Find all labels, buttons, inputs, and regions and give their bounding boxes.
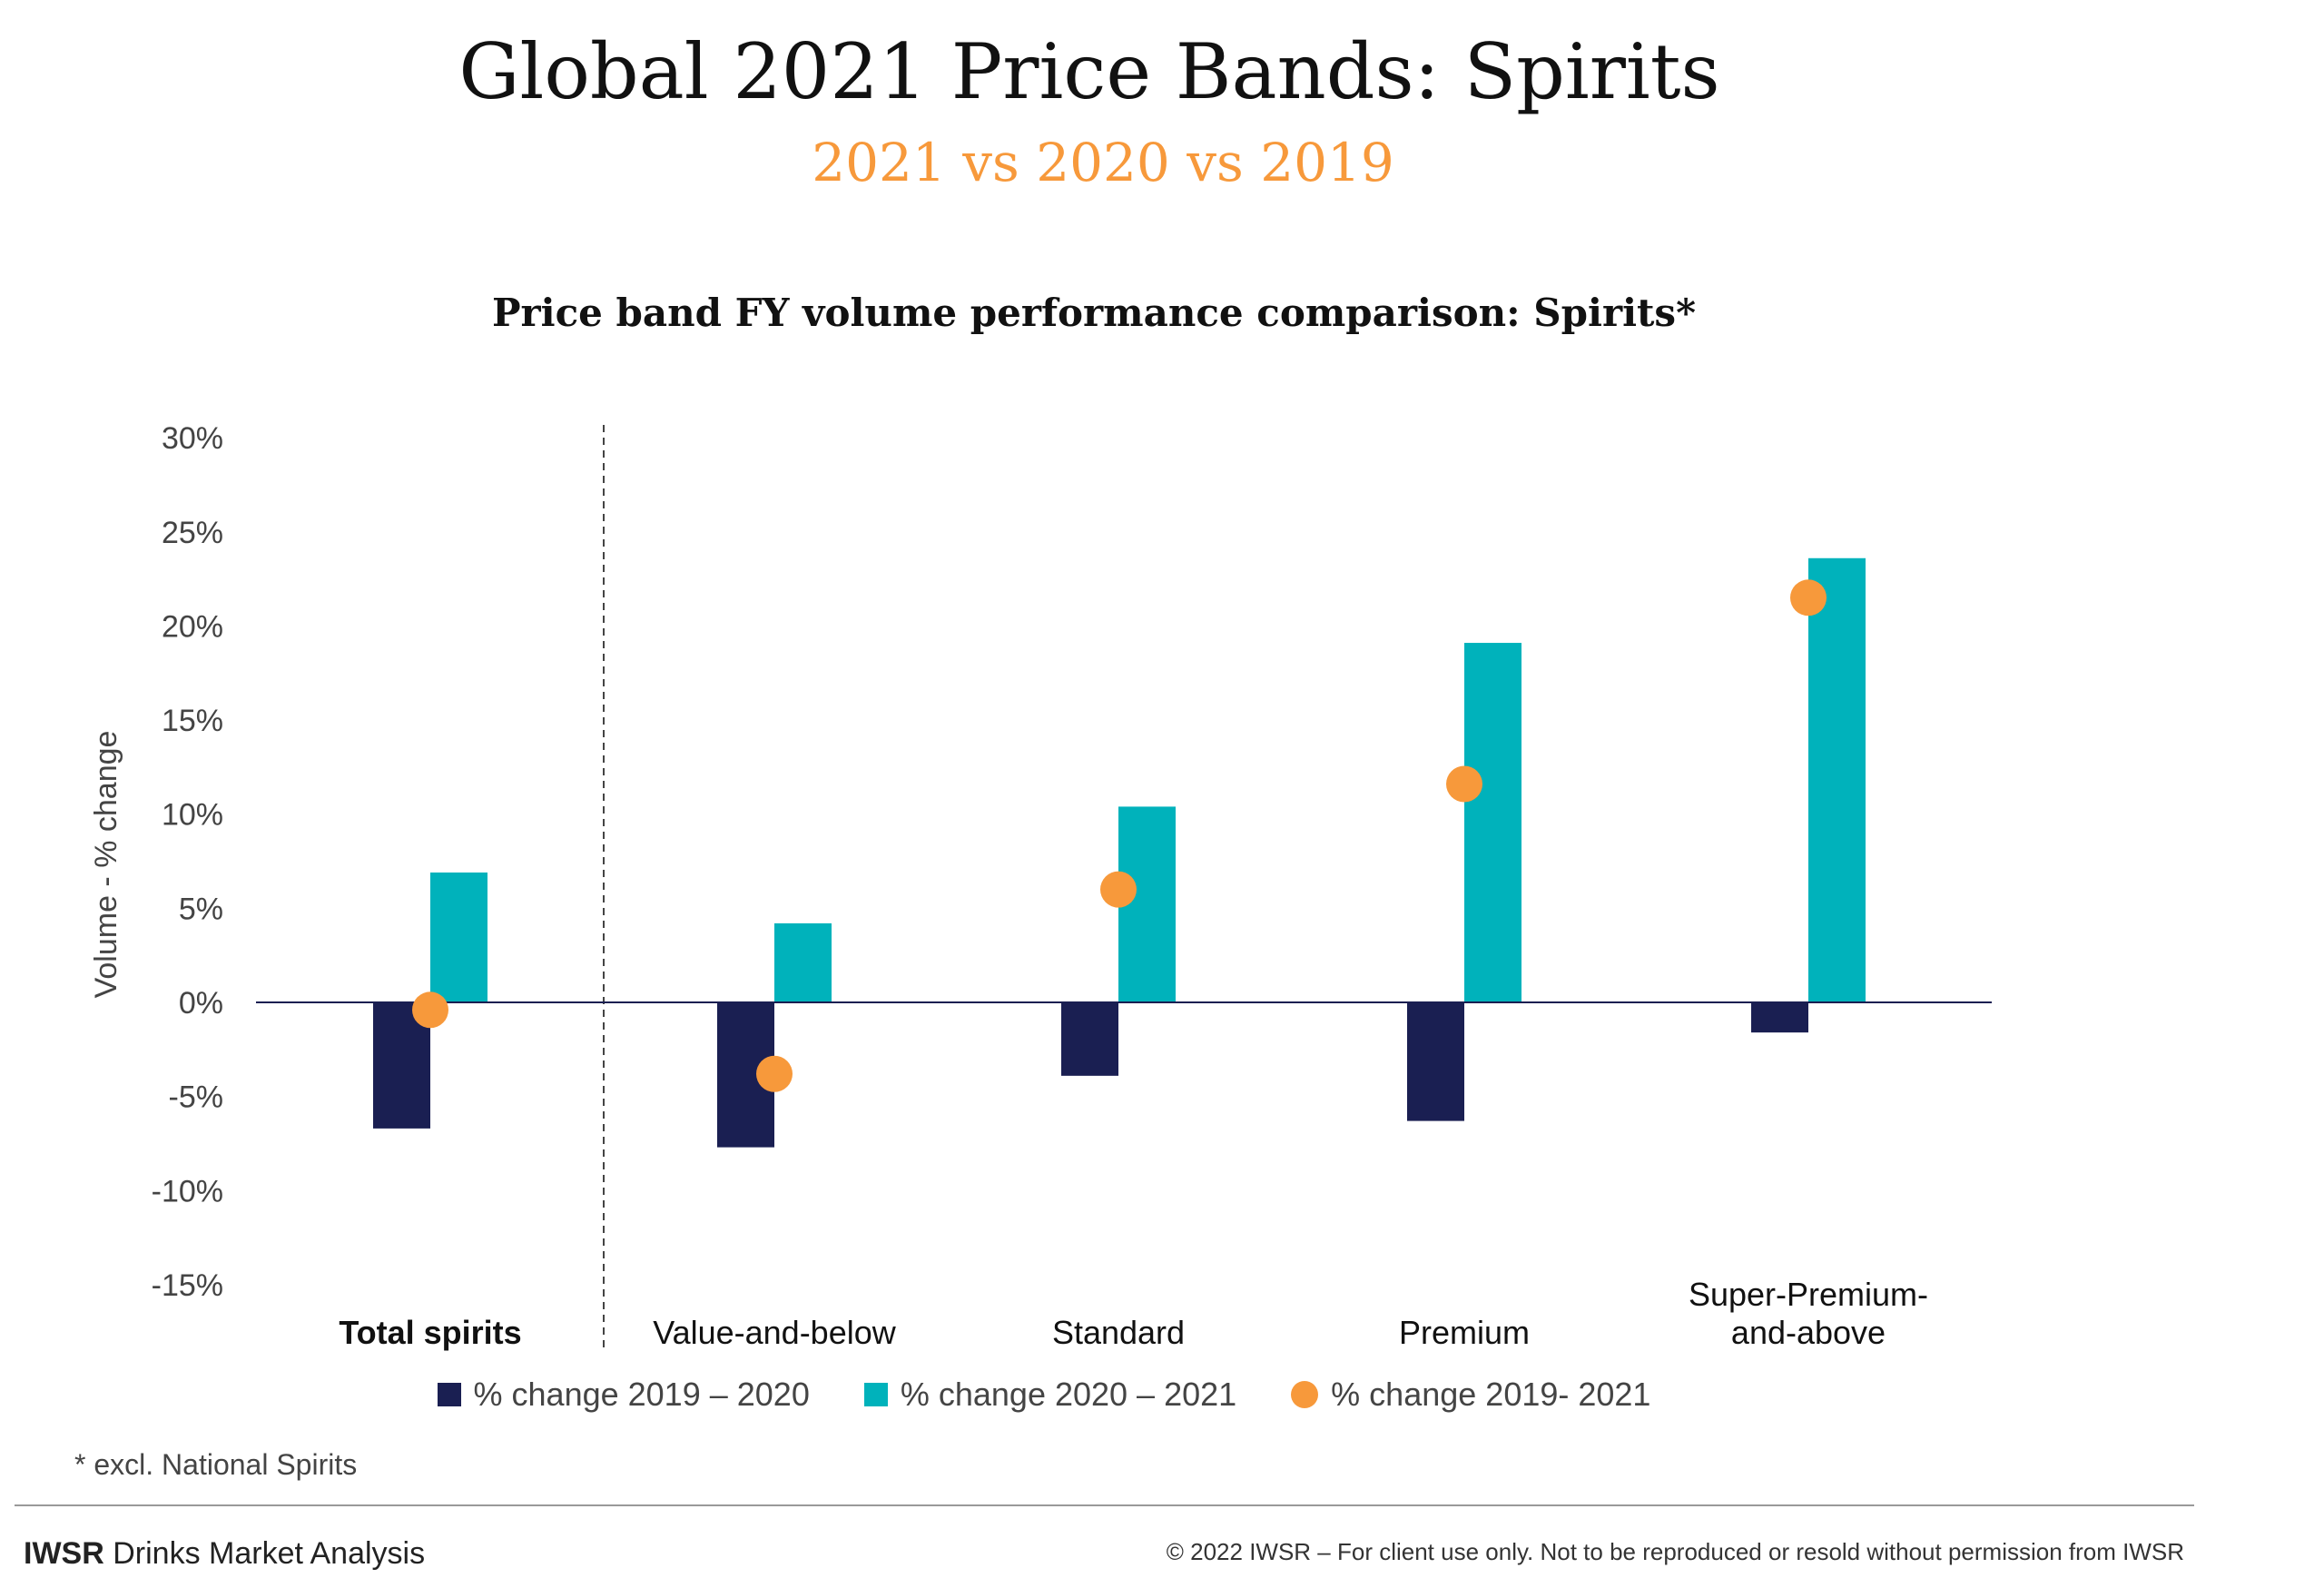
brand-text: Drinks Market Analysis (103, 1536, 426, 1571)
chart-title: Price band FY volume performance compari… (491, 291, 1697, 335)
y-tick-label: 5% (179, 892, 223, 926)
bar-2020-2021 (774, 922, 832, 1002)
footnote: * excl. National Spirits (74, 1448, 358, 1481)
y-tick-label: 0% (179, 986, 223, 1021)
divider (15, 1504, 2194, 1506)
page-title: Global 2021 Price Bands: Spirits (458, 27, 1720, 116)
y-tick-label: 25% (162, 516, 223, 550)
page-subtitle: 2021 vs 2020 vs 2019 (812, 132, 1394, 193)
bar-2020-2021 (430, 872, 487, 1002)
bar-2019-2020 (1751, 1002, 1808, 1033)
category-label: Premium (1399, 1314, 1530, 1351)
y-tick-label: -10% (152, 1174, 223, 1208)
legend-label: % change 2019 – 2020 (473, 1376, 810, 1413)
category-label: Value-and-below (653, 1314, 897, 1351)
dot-2019-2021 (1790, 579, 1827, 616)
brand-logo: IWSR (24, 1536, 104, 1571)
category-label: Standard (1052, 1314, 1185, 1351)
y-tick-label: -15% (152, 1268, 223, 1303)
legend-item-2019-2020: % change 2019 – 2020 (437, 1376, 810, 1414)
legend-swatch (437, 1383, 461, 1406)
y-tick-label: 10% (162, 798, 223, 833)
category-label: and-above (1731, 1314, 1886, 1351)
y-axis-title: Volume - % change (89, 731, 123, 999)
dot-2019-2021 (1446, 765, 1482, 803)
legend-label: % change 2020 – 2021 (900, 1376, 1237, 1413)
bar-2020-2021 (1464, 643, 1521, 1002)
y-tick-label: 30% (162, 421, 223, 456)
dot-2019-2021 (412, 991, 448, 1029)
y-tick-label: -5% (169, 1080, 223, 1115)
legend: % change 2019 – 2020 % change 2020 – 202… (0, 1376, 2088, 1414)
dot-2019-2021 (1100, 871, 1137, 908)
legend-label: % change 2019- 2021 (1331, 1376, 1651, 1413)
category-label: Super-Premium- (1689, 1276, 1928, 1313)
bar-2020-2021 (1808, 557, 1866, 1002)
bar-2019-2020 (1061, 1002, 1118, 1076)
bar-2019-2020 (1407, 1002, 1464, 1121)
legend-swatch (863, 1383, 888, 1406)
legend-item-2019-2021: % change 2019- 2021 (1291, 1376, 1650, 1414)
y-tick-label: 20% (162, 609, 223, 644)
y-tick-label: 15% (162, 704, 223, 738)
dot-2019-2021 (756, 1055, 793, 1092)
brand: IWSR Drinks Market Analysis (24, 1536, 425, 1572)
legend-item-2020-2021: % change 2020 – 2021 (863, 1376, 1237, 1414)
copyright: © 2022 IWSR – For client use only. Not t… (1166, 1538, 2184, 1565)
category-label: Total spirits (339, 1314, 521, 1351)
legend-swatch (1291, 1381, 1319, 1408)
